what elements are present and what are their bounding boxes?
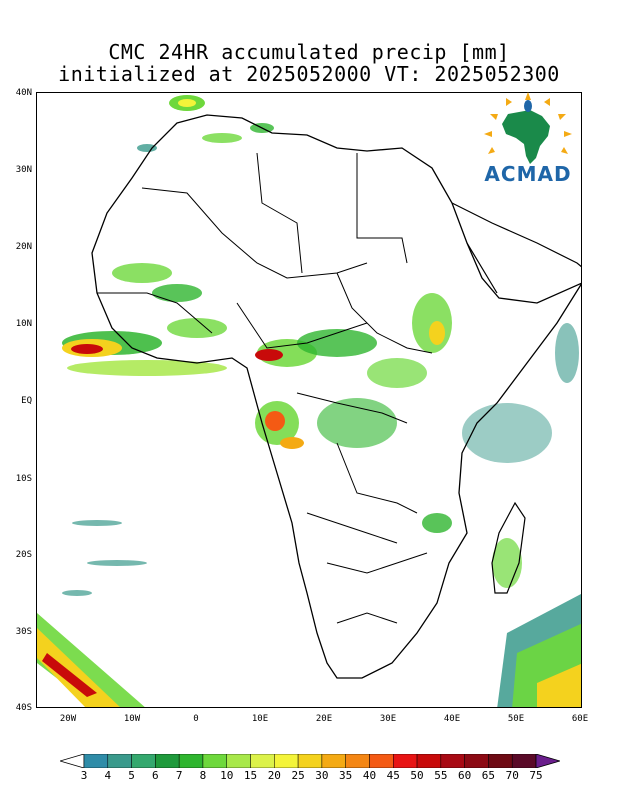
colorbar-label: 7	[175, 769, 183, 782]
arabian-peninsula	[451, 202, 581, 294]
colorbar-segment	[321, 754, 346, 768]
colorbar-label: 25	[291, 769, 305, 782]
colorbar-label: 30	[315, 769, 329, 782]
colorbar-segment	[107, 754, 132, 768]
logo-text: ACMAD	[484, 162, 572, 186]
colorbar-label: 50	[410, 769, 424, 782]
colorbar-segment	[440, 754, 465, 768]
lon-label: 0	[193, 714, 199, 724]
colorbar-label: 35	[339, 769, 353, 782]
lon-label: 60E	[571, 714, 589, 724]
colorbar-segment	[178, 754, 204, 768]
lat-label: 40N	[15, 88, 32, 98]
lat-label: 10N	[15, 319, 32, 329]
lat-label: 40S	[15, 703, 32, 713]
precip-map	[37, 95, 581, 707]
chart-title-line2: initialized at 2025052000 VT: 2025052300	[58, 62, 560, 86]
sun-rays-icon	[484, 92, 572, 154]
colorbar-label: 55	[434, 769, 448, 782]
colorbar-label: 60	[458, 769, 472, 782]
colorbar-segment	[155, 754, 180, 768]
colorbar-segment	[250, 754, 275, 768]
chart-title-line1: CMC 24HR accumulated precip [mm]	[108, 40, 510, 64]
colorbar-min-arrow	[60, 754, 85, 768]
colorbar-label: 20	[267, 769, 281, 782]
lat-label: 20N	[15, 242, 32, 252]
lat-label: 20S	[15, 550, 32, 560]
lat-label: 30N	[15, 165, 32, 175]
colorbar-segment	[488, 754, 513, 768]
map-panel	[36, 92, 582, 708]
colorbar-label: 75	[529, 769, 543, 782]
colorbar-segment	[274, 754, 299, 768]
lat-label: 30S	[15, 627, 32, 637]
lon-label: 40E	[443, 714, 461, 724]
colorbar-segment	[345, 754, 370, 768]
acmad-logo	[484, 92, 572, 164]
madagascar	[491, 501, 526, 594]
colorbar-label: 5	[128, 769, 135, 782]
africa-coastline	[91, 114, 581, 679]
colorbar-label: 40	[362, 769, 377, 782]
lat-label: 10S	[15, 474, 32, 484]
colorbar-segment	[202, 754, 227, 768]
colorbar-label: 6	[152, 769, 159, 782]
colorbar-label: 4	[104, 769, 112, 782]
raindrop-icon	[524, 100, 532, 112]
colorbar-segment	[393, 754, 418, 768]
colorbar-segment	[369, 754, 394, 768]
colorbar-label: 15	[243, 769, 258, 782]
lon-label: 30E	[379, 714, 397, 724]
lon-label: 10W	[123, 714, 141, 724]
colorbar-segment	[511, 754, 537, 768]
africa-silhouette-icon	[502, 110, 550, 164]
colorbar-segment	[297, 754, 323, 768]
colorbar-segment	[416, 754, 442, 768]
lon-label: 10E	[251, 714, 269, 724]
colorbar-label: 65	[481, 769, 496, 782]
colorbar-max-arrow	[535, 754, 560, 768]
lon-label: 20E	[315, 714, 333, 724]
country-borders	[97, 152, 433, 624]
colorbar-segment	[131, 754, 156, 768]
colorbar-label: 8	[199, 769, 207, 782]
colorbar-segment	[83, 754, 109, 768]
lon-label: 50E	[507, 714, 525, 724]
precip-colorbar	[60, 754, 560, 768]
precip-shading	[37, 95, 581, 707]
lon-label: 20W	[59, 714, 77, 724]
colorbar-segment	[226, 754, 251, 768]
colorbar-label: 10	[220, 769, 234, 782]
colorbar-label: 70	[505, 769, 519, 782]
colorbar-label: 3	[80, 769, 88, 782]
colorbar-label: 45	[386, 769, 400, 782]
lat-label: EQ	[21, 396, 32, 406]
colorbar-segment	[464, 754, 489, 768]
